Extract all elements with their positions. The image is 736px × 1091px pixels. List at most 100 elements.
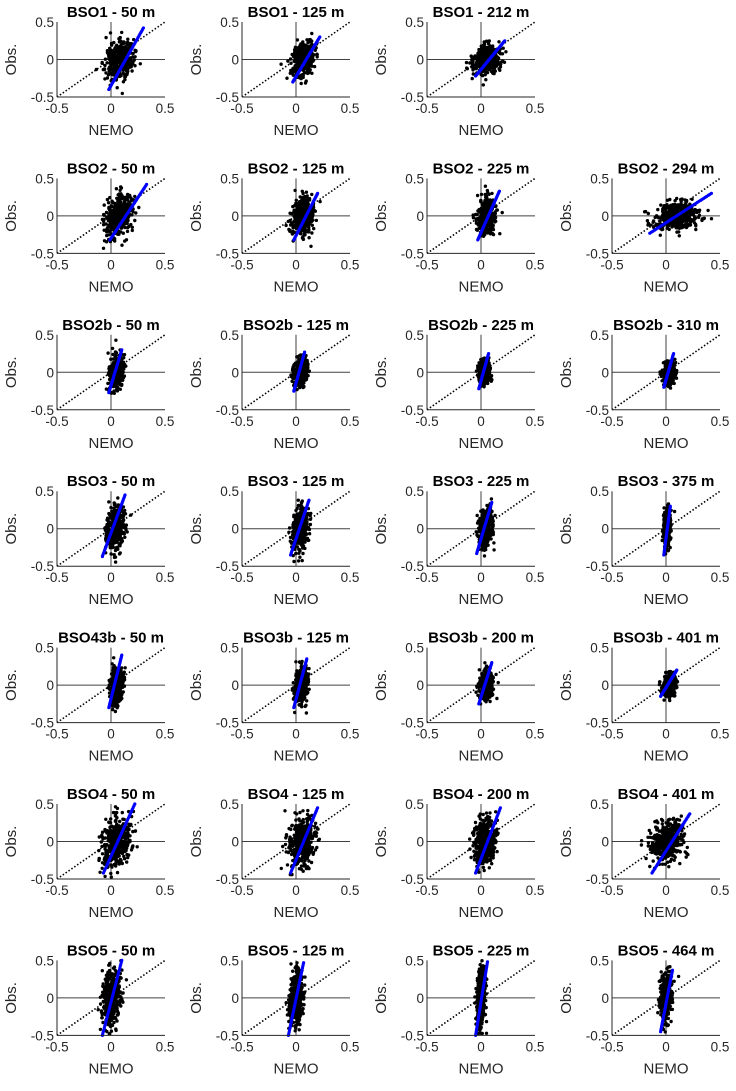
obs-point (487, 39, 491, 43)
obs-point (104, 222, 108, 226)
obs-point (120, 243, 124, 247)
obs-point (475, 228, 480, 232)
obs-point (291, 376, 296, 380)
y-axis-label: Obs. (3, 356, 20, 388)
x-axis-label: NEMO (459, 435, 504, 452)
obs-point (675, 220, 679, 224)
obs-point (303, 206, 307, 211)
obs-point (302, 378, 306, 383)
obs-point (312, 226, 316, 231)
obs-point (123, 225, 127, 230)
obs-point (476, 223, 480, 227)
obs-point (112, 210, 116, 215)
obs-point (291, 73, 295, 77)
obs-point (658, 370, 662, 374)
obs-point (106, 351, 110, 355)
quantile-point (316, 191, 320, 195)
obs-point (120, 30, 124, 35)
obs-point (121, 71, 125, 75)
y-tick-label: 0 (46, 365, 54, 380)
obs-point (488, 224, 493, 228)
quantile-point (497, 189, 501, 193)
obs-point (491, 64, 495, 69)
obs-point (118, 57, 123, 61)
x-tick-label: 0 (107, 101, 115, 116)
obs-point (118, 188, 122, 192)
obs-point (702, 216, 706, 221)
x-tick-label: 0 (477, 101, 485, 116)
obs-point (486, 42, 491, 46)
obs-point (104, 387, 109, 391)
obs-point (658, 233, 662, 237)
obs-point (477, 373, 481, 377)
obs-point (309, 244, 313, 248)
obs-point (103, 77, 107, 81)
obs-point (124, 47, 129, 51)
obs-point (110, 199, 114, 203)
obs-point (125, 202, 129, 206)
x-tick-label: 0 (477, 257, 485, 272)
obs-point (111, 73, 116, 77)
obs-point (110, 346, 115, 351)
obs-point (103, 63, 107, 68)
obs-point (121, 80, 126, 84)
obs-point (673, 199, 677, 203)
y-tick-label: 0.5 (590, 171, 609, 186)
panel-title: BSO1 - 125 m (248, 4, 345, 21)
obs-point (287, 227, 291, 232)
one-to-one-line (241, 21, 351, 98)
obs-point (120, 91, 125, 96)
obs-point (471, 213, 475, 217)
panel-title: BSO1 - 50 m (67, 4, 155, 21)
obs-point (693, 222, 698, 227)
obs-point (488, 232, 493, 236)
obs-point (130, 213, 134, 217)
obs-point (285, 76, 289, 80)
obs-point (659, 203, 663, 207)
obs-point (102, 212, 106, 217)
obs-point (291, 366, 296, 370)
obs-point (470, 65, 474, 69)
obs-point (131, 62, 135, 66)
obs-point (480, 73, 485, 78)
obs-point (105, 61, 109, 65)
quantile-point (145, 182, 149, 186)
obs-point (294, 363, 299, 367)
panel-title: BSO2b - 125 m (243, 317, 349, 334)
obs-point (108, 31, 113, 35)
obs-point (125, 229, 130, 234)
obs-point (293, 188, 297, 193)
y-tick-label: 0.5 (405, 171, 424, 186)
x-axis-label: NEMO (89, 122, 134, 139)
obs-point (662, 213, 667, 217)
obs-point (502, 60, 507, 64)
obs-point (310, 39, 314, 43)
x-tick-label: -0.5 (230, 101, 253, 116)
obs-point (495, 208, 499, 212)
obs-point (300, 57, 304, 61)
obs-point (293, 45, 298, 49)
obs-point (108, 56, 113, 60)
obs-point (298, 48, 302, 52)
obs-point (130, 228, 134, 233)
obs-point (484, 194, 489, 198)
obs-point (104, 35, 108, 40)
obs-point (138, 62, 142, 66)
x-tick-label: 0.5 (711, 257, 730, 272)
obs-point (479, 192, 484, 197)
obs-point (485, 70, 490, 75)
x-tick-label: 0.5 (526, 257, 545, 272)
obs-point (115, 86, 119, 90)
obs-point (669, 222, 674, 226)
obs-point (123, 195, 128, 200)
x-axis-label: NEMO (89, 278, 134, 295)
x-tick-label: 0.5 (341, 257, 360, 272)
obs-point (133, 218, 137, 223)
obs-point (117, 373, 122, 377)
y-axis-label: Obs. (188, 200, 205, 232)
obs-point (486, 191, 490, 195)
